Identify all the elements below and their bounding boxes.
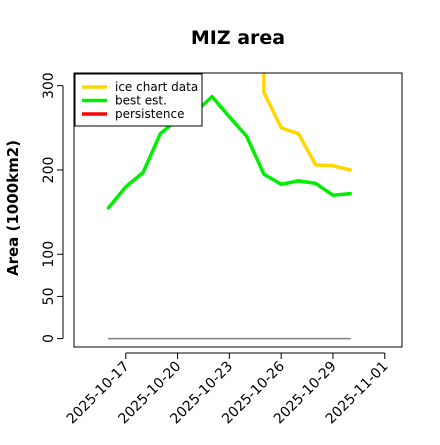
legend-label-best-est: best est. <box>115 94 167 108</box>
y-axis-title: Area (1000km2) <box>4 140 22 276</box>
y-tick-label: 100 <box>41 241 57 268</box>
plot-frame <box>73 72 403 348</box>
y-tick-label: 200 <box>41 157 57 184</box>
legend-label-persistence: persistence <box>115 107 184 121</box>
y-tick-label: 300 <box>41 72 57 99</box>
y-tick-label: 50 <box>41 288 57 306</box>
series-line-best-est <box>106 94 352 210</box>
chart-title: MIZ area <box>191 27 285 49</box>
y-tick-label: 0 <box>41 334 57 343</box>
series-line-ice-chart-data <box>262 73 352 172</box>
plot-area <box>106 73 352 340</box>
legend-label-ice-chart-data: ice chart data <box>115 80 198 94</box>
